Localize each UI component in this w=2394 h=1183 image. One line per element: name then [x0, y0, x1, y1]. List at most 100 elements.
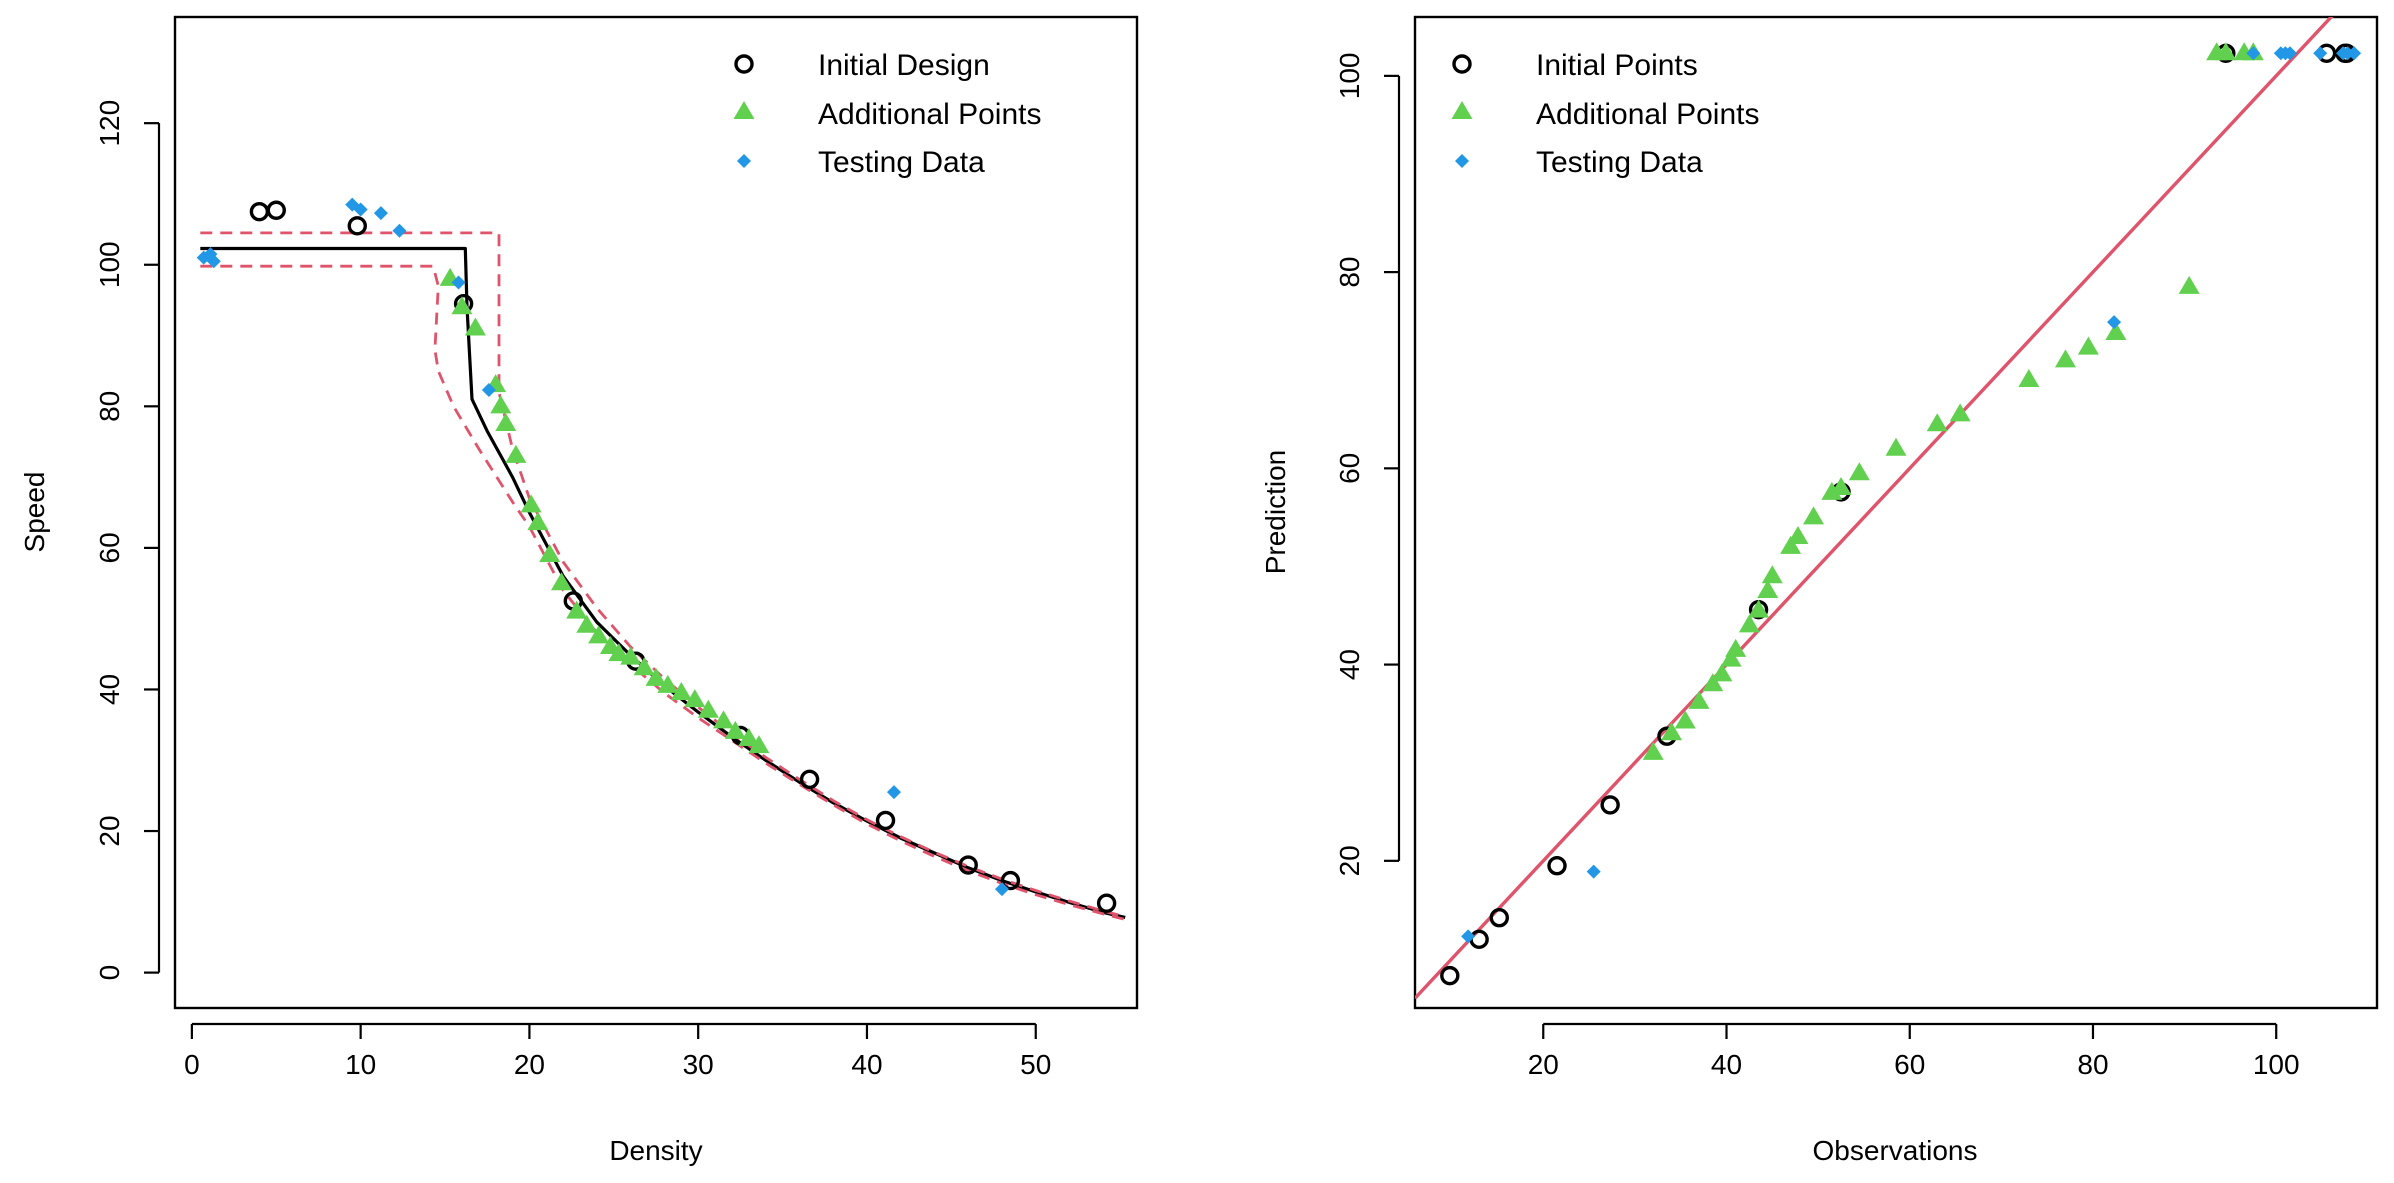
left-point-additional-points	[588, 625, 610, 644]
right-point-initial-points	[1440, 965, 1460, 986]
right-point-additional-points	[1738, 614, 1760, 633]
left-y-tick-label: 60	[94, 532, 125, 563]
right-point-testing-data	[1461, 929, 1476, 944]
right-point-testing-data	[2246, 46, 2261, 61]
left-y-tick-label: 0	[94, 965, 125, 981]
speed-density-panel: 0 10 20 30 40 50 0 20 40 60 80 100 120 Density Spee…	[19, 15, 1139, 1166]
left-plot-frame	[173, 15, 1139, 1010]
left-point-additional-points	[566, 600, 588, 619]
left-x-axis-label: Density	[609, 1135, 702, 1166]
left-point-additional-points	[608, 643, 630, 662]
right-point-testing-data	[1586, 864, 1601, 879]
left-point-additional-points	[520, 494, 542, 513]
left-point-additional-points	[724, 720, 746, 739]
left-y-tick-label: 20	[94, 815, 125, 846]
right-point-additional-points	[1885, 437, 1907, 456]
legend-label-initial-design: Initial Design	[818, 49, 990, 82]
right-point-initial-points	[1600, 795, 1620, 815]
right-y-tick-label: 100	[1334, 53, 1365, 100]
legend-marker-testing-data	[737, 154, 751, 168]
left-point-additional-points	[738, 728, 760, 747]
legend-label-testing-data: Testing Data	[818, 146, 985, 179]
right-y-tick-label: 20	[1334, 845, 1365, 876]
right-point-additional-points	[1926, 413, 1948, 432]
left-x-tick-label: 20	[514, 1049, 545, 1080]
legend-marker-additional-points	[1451, 101, 1473, 119]
left-x-tick-label: 40	[851, 1049, 882, 1080]
right-point-additional-points	[1787, 526, 1809, 545]
left-y-tick-label: 120	[94, 100, 125, 147]
legend-label-initial-points: Initial Points	[1536, 49, 1698, 82]
left-y-axis: 0 20 40 60 80 100 120	[94, 100, 161, 981]
right-point-additional-points	[1725, 638, 1747, 657]
left-point-testing-data	[886, 785, 901, 800]
left-point-testing-data	[994, 882, 1009, 897]
left-point-initial-design	[1000, 870, 1021, 891]
right-y-tick-label: 80	[1334, 257, 1365, 288]
right-x-tick-label: 60	[1894, 1049, 1925, 1080]
right-x-tick-label: 40	[1711, 1049, 1742, 1080]
right-point-additional-points	[1761, 565, 1783, 584]
legend-label-additional-points: Additional Points	[818, 98, 1041, 131]
right-x-tick-label: 20	[1528, 1049, 1559, 1080]
right-plot-frame	[1413, 15, 2379, 1010]
left-x-axis: 0 10 20 30 40 50	[184, 1022, 1051, 1080]
left-point-testing-data	[206, 254, 221, 269]
left-point-additional-points	[645, 667, 667, 686]
right-point-additional-points	[1803, 506, 1825, 525]
right-point-additional-points	[1949, 403, 1971, 422]
left-point-initial-design	[799, 769, 820, 790]
left-point-initial-design	[266, 200, 286, 220]
left-y-tick-label: 80	[94, 391, 125, 422]
left-point-additional-points	[464, 317, 486, 336]
left-point-additional-points	[620, 646, 642, 665]
left-point-additional-points	[490, 395, 512, 414]
legend-marker-testing-data	[1455, 154, 1469, 168]
legend-marker-initial-design	[734, 54, 754, 74]
right-y-axis: 20 40 60 80 100	[1334, 53, 1401, 876]
left-line-lower-bound	[200, 264, 1126, 921]
right-plot-area	[1415, 17, 2362, 1000]
left-x-tick-label: 10	[345, 1049, 376, 1080]
left-x-tick-label: 50	[1020, 1049, 1051, 1080]
left-plot-area	[196, 197, 1126, 921]
right-point-testing-data	[2107, 315, 2122, 330]
right-point-initial-points	[1489, 908, 1509, 928]
left-y-tick-label: 100	[94, 241, 125, 288]
right-point-additional-points	[1780, 535, 1802, 554]
right-point-additional-points	[2054, 349, 2076, 368]
left-point-initial-design	[347, 216, 367, 236]
left-point-additional-points	[539, 543, 561, 562]
left-legend: Initial Design Additional Points Testing…	[733, 49, 1041, 179]
left-point-additional-points	[550, 572, 572, 591]
left-point-additional-points	[576, 614, 598, 633]
right-point-initial-points	[1547, 856, 1567, 876]
left-point-additional-points	[527, 512, 549, 531]
left-point-additional-points	[657, 674, 679, 693]
right-point-additional-points	[1688, 690, 1710, 709]
left-point-initial-design	[1096, 893, 1117, 913]
left-point-testing-data	[451, 275, 466, 290]
right-point-additional-points	[2018, 369, 2040, 388]
left-point-additional-points	[495, 413, 517, 432]
left-point-additional-points	[505, 444, 527, 463]
right-point-additional-points	[1661, 722, 1683, 741]
right-y-tick-label: 40	[1334, 649, 1365, 680]
legend-label-additional-points: Additional Points	[1536, 98, 1759, 131]
right-point-additional-points	[2215, 42, 2237, 61]
right-point-testing-data	[2282, 46, 2297, 61]
right-x-tick-label: 80	[2077, 1049, 2108, 1080]
left-point-initial-design	[958, 855, 978, 875]
left-line-upper-bound	[200, 231, 1126, 919]
legend-marker-initial-points	[1452, 54, 1472, 74]
left-point-additional-points	[748, 735, 770, 754]
left-x-tick-label: 30	[683, 1049, 714, 1080]
right-point-additional-points	[1821, 481, 1843, 500]
left-y-tick-label: 40	[94, 674, 125, 705]
right-point-testing-data	[2347, 46, 2362, 61]
right-point-additional-points	[1642, 741, 1664, 760]
right-point-additional-points	[1674, 710, 1696, 729]
left-point-additional-points	[684, 689, 706, 708]
